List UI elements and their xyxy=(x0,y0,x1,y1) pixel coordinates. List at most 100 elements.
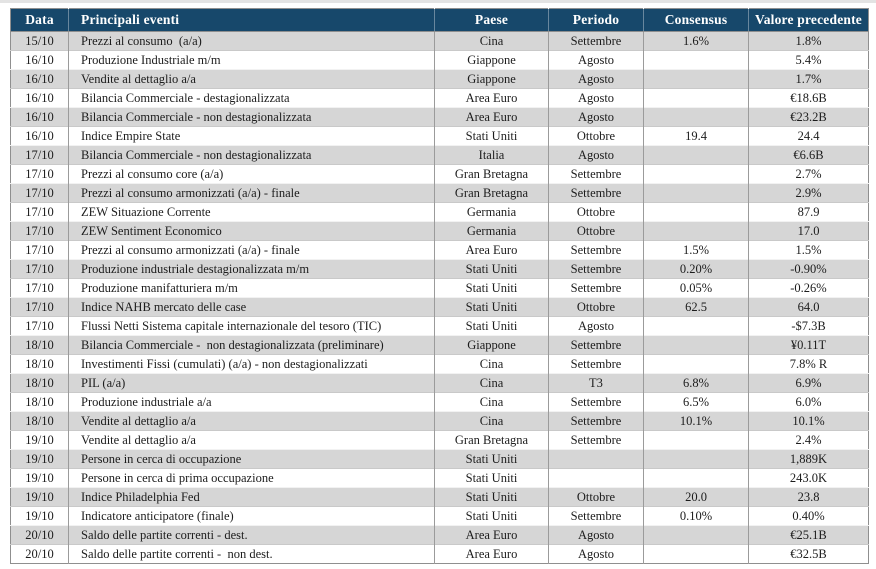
cell-consensus: 0.10% xyxy=(643,506,749,526)
column-header-principali-eventi: Principali eventi xyxy=(68,8,435,32)
cell-previous: -$7.3B xyxy=(748,316,869,336)
cell-previous: 243.0K xyxy=(748,468,869,488)
cell-country: Area Euro xyxy=(434,240,549,260)
cell-consensus xyxy=(643,468,749,488)
cell-previous: 17.0 xyxy=(748,221,869,241)
cell-period: Settembre xyxy=(548,31,644,51)
table-row: 15/10 Prezzi al consumo (a/a) Cina Settembr… xyxy=(10,31,869,51)
cell-period: Ottobre xyxy=(548,487,644,507)
cell-date: 17/10 xyxy=(10,278,69,298)
cell-period: Settembre xyxy=(548,392,644,412)
table-row: 19/10 Vendite al dettaglio a/a Gran Bretag… xyxy=(10,430,869,450)
cell-consensus: 10.1% xyxy=(643,411,749,431)
cell-period: Ottobre xyxy=(548,202,644,222)
cell-consensus xyxy=(643,335,749,355)
cell-previous: €6.6B xyxy=(748,145,869,165)
cell-date: 17/10 xyxy=(10,221,69,241)
cell-previous: 2.4% xyxy=(748,430,869,450)
table-row: 17/10 Prezzi al consumo core (a/a) Gran Br… xyxy=(10,164,869,184)
cell-period: Settembre xyxy=(548,335,644,355)
table-row: 18/10 PIL (a/a) Cina T3 6.8% 6.9% xyxy=(10,373,869,393)
cell-country: Stati Uniti xyxy=(434,316,549,336)
cell-period: Agosto xyxy=(548,69,644,89)
cell-period: Agosto xyxy=(548,316,644,336)
cell-consensus: 1.6% xyxy=(643,31,749,51)
cell-event: Indice Philadelphia Fed xyxy=(68,487,435,507)
cell-country: Area Euro xyxy=(434,88,549,108)
table-row: 16/10 Produzione Industriale m/m Giappone A… xyxy=(10,50,869,70)
cell-country: Area Euro xyxy=(434,544,549,564)
cell-event: Prezzi al consumo core (a/a) xyxy=(68,164,435,184)
cell-consensus xyxy=(643,525,749,545)
cell-event: Vendite al dettaglio a/a xyxy=(68,69,435,89)
table-row: 19/10 Indice Philadelphia Fed Stati Uniti O… xyxy=(10,487,869,507)
cell-country: Cina xyxy=(434,31,549,51)
column-header-paese: Paese xyxy=(434,8,549,32)
cell-event: Bilancia Commerciale - non destagionaliz… xyxy=(68,107,435,127)
table-row: 18/10 Vendite al dettaglio a/a Cina Settemb… xyxy=(10,411,869,431)
table-row: 16/10 Bilancia Commerciale - non destagio… xyxy=(10,107,869,127)
table-row: 20/10 Saldo delle partite correnti - dest… xyxy=(10,525,869,545)
top-edge-strip xyxy=(0,0,876,3)
cell-period: Ottobre xyxy=(548,221,644,241)
cell-date: 17/10 xyxy=(10,240,69,260)
cell-country: Stati Uniti xyxy=(434,468,549,488)
cell-event: Indicatore anticipatore (finale) xyxy=(68,506,435,526)
table-row: 16/10 Vendite al dettaglio a/a Giappone Ago… xyxy=(10,69,869,89)
cell-date: 17/10 xyxy=(10,145,69,165)
cell-previous: 5.4% xyxy=(748,50,869,70)
cell-date: 19/10 xyxy=(10,449,69,469)
table-row: 16/10 Bilancia Commerciale - destagionali… xyxy=(10,88,869,108)
cell-previous: €18.6B xyxy=(748,88,869,108)
cell-date: 17/10 xyxy=(10,297,69,317)
cell-previous: 6.0% xyxy=(748,392,869,412)
cell-country: Area Euro xyxy=(434,107,549,127)
cell-country: Gran Bretagna xyxy=(434,430,549,450)
cell-consensus: 6.8% xyxy=(643,373,749,393)
column-header-consensus: Consensus xyxy=(643,8,749,32)
column-header-periodo: Periodo xyxy=(548,8,644,32)
cell-period: Settembre xyxy=(548,259,644,279)
cell-consensus: 6.5% xyxy=(643,392,749,412)
table-row: 18/10 Produzione industriale a/a Cina Sette… xyxy=(10,392,869,412)
table-row: 18/10 Investimenti Fissi (cumulati) (a/a)… xyxy=(10,354,869,374)
cell-period: Agosto xyxy=(548,50,644,70)
cell-date: 16/10 xyxy=(10,88,69,108)
cell-period: T3 xyxy=(548,373,644,393)
cell-previous: 2.9% xyxy=(748,183,869,203)
cell-date: 16/10 xyxy=(10,126,69,146)
cell-country: Stati Uniti xyxy=(434,297,549,317)
cell-period xyxy=(548,449,644,469)
cell-event: Persone in cerca di prima occupazione xyxy=(68,468,435,488)
table-row: 17/10 Produzione industriale destagionali… xyxy=(10,259,869,279)
cell-date: 19/10 xyxy=(10,430,69,450)
cell-event: Prezzi al consumo (a/a) xyxy=(68,31,435,51)
cell-previous: €23.2B xyxy=(748,107,869,127)
cell-period: Ottobre xyxy=(548,297,644,317)
cell-country: Cina xyxy=(434,411,549,431)
cell-country: Stati Uniti xyxy=(434,126,549,146)
cell-country: Stati Uniti xyxy=(434,259,549,279)
cell-date: 19/10 xyxy=(10,468,69,488)
table-body: 15/10 Prezzi al consumo (a/a) Cina Settembr… xyxy=(10,31,869,564)
cell-event: ZEW Sentiment Economico xyxy=(68,221,435,241)
cell-consensus: 62.5 xyxy=(643,297,749,317)
table-row: 19/10 Indicatore anticipatore (finale) Sta… xyxy=(10,506,869,526)
cell-consensus: 0.20% xyxy=(643,259,749,279)
cell-country: Gran Bretagna xyxy=(434,183,549,203)
column-header-valore-precedente: Valore precedente xyxy=(748,8,869,32)
table-row: 17/10 Produzione manifatturiera m/m Stati … xyxy=(10,278,869,298)
cell-period: Settembre xyxy=(548,240,644,260)
cell-previous: 2.7% xyxy=(748,164,869,184)
cell-period: Agosto xyxy=(548,525,644,545)
cell-period: Settembre xyxy=(548,183,644,203)
cell-event: Persone in cerca di occupazione xyxy=(68,449,435,469)
cell-consensus xyxy=(643,316,749,336)
cell-event: Vendite al dettaglio a/a xyxy=(68,430,435,450)
cell-consensus xyxy=(643,88,749,108)
cell-consensus xyxy=(643,221,749,241)
cell-date: 18/10 xyxy=(10,373,69,393)
cell-period: Agosto xyxy=(548,544,644,564)
table-row: 17/10 Bilancia Commerciale - non destagio… xyxy=(10,145,869,165)
cell-event: Bilancia Commerciale - non destagionaliz… xyxy=(68,335,435,355)
